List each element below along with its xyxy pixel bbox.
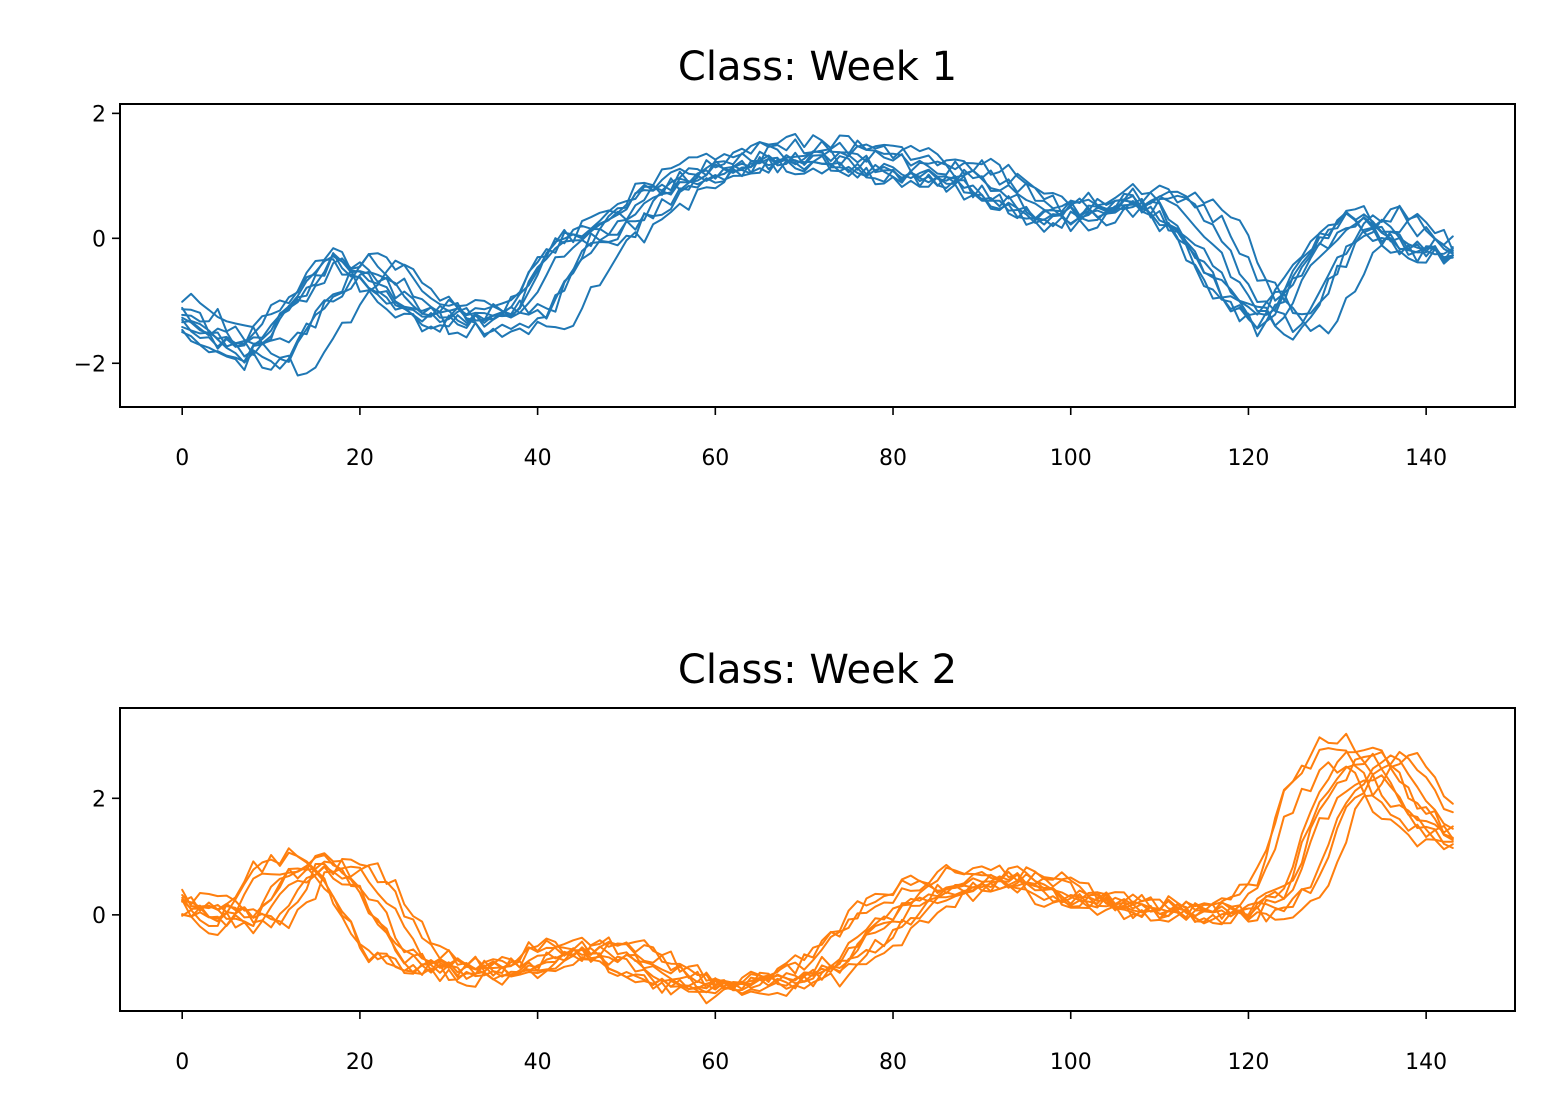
x-tick-label: 120: [1227, 446, 1269, 471]
series-line-7: [181, 138, 1454, 371]
series-line-6: [181, 150, 1454, 348]
series-line-5: [181, 133, 1454, 370]
chart-title: Class: Week 1: [678, 44, 957, 90]
x-tick-label: 140: [1405, 446, 1447, 471]
y-tick-label: 2: [92, 787, 106, 812]
series-line-10: [181, 761, 1454, 995]
series-group: [181, 133, 1454, 377]
x-tick-label: 20: [346, 446, 374, 471]
y-tick-label: 0: [92, 227, 106, 252]
series-line-6: [181, 752, 1454, 994]
chart-panel-2: Class: Week 2 0 20 40 60 80 100 120 140 0 2: [92, 647, 1516, 1075]
x-tick-label: 120: [1227, 1050, 1269, 1075]
series-line-3: [181, 139, 1454, 377]
x-tick-label: 60: [701, 446, 729, 471]
series-line-9: [181, 149, 1454, 371]
series-line-4: [181, 751, 1454, 988]
y-tick-label: 0: [92, 904, 106, 929]
series-line-10: [181, 156, 1454, 348]
x-tick-label: 40: [524, 1050, 552, 1075]
plot-frame: [119, 707, 1516, 1012]
x-tick-label: 0: [175, 1050, 189, 1075]
plot-frame: [119, 103, 1516, 408]
x-tick-label: 100: [1050, 446, 1092, 471]
x-tick-label: 40: [524, 446, 552, 471]
x-tick-label: 80: [879, 1050, 907, 1075]
x-tick-label: 80: [879, 446, 907, 471]
series-line-8: [181, 157, 1454, 356]
y-tick-label: 2: [92, 102, 106, 127]
y-tick-label: −2: [74, 352, 106, 377]
x-tick-label: 60: [701, 1050, 729, 1075]
series-line-9: [181, 746, 1454, 1005]
chart-panel-1: Class: Week 1 0 20 40 60 80 100 120 140 −2 0 2: [74, 44, 1516, 471]
x-tick-label: 100: [1050, 1050, 1092, 1075]
x-tick-label: 0: [175, 446, 189, 471]
series-group: [181, 732, 1454, 1005]
x-tick-label: 140: [1405, 1050, 1447, 1075]
x-tick-label: 20: [346, 1050, 374, 1075]
chart-title: Class: Week 2: [678, 647, 957, 693]
series-line-5: [181, 732, 1454, 996]
